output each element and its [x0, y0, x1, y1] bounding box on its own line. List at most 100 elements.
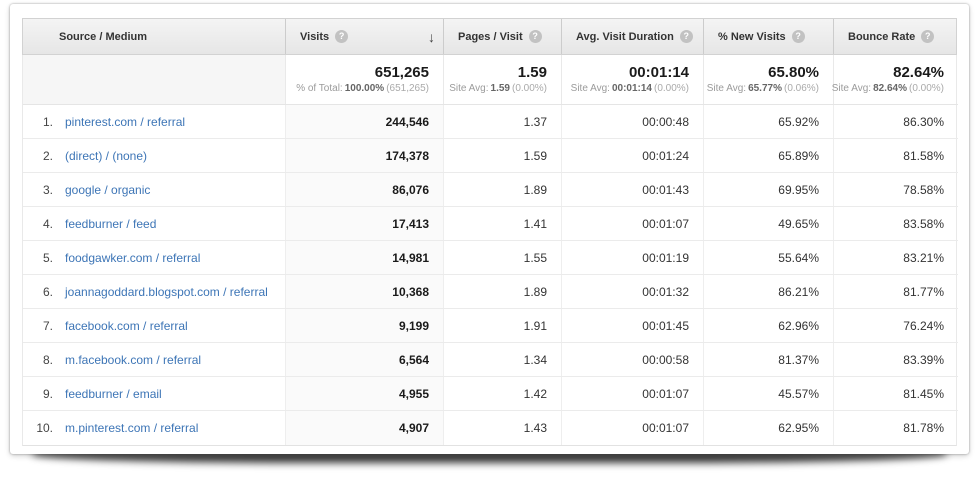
- help-icon[interactable]: ?: [921, 30, 935, 43]
- source-medium-link[interactable]: pinterest.com / referral: [65, 114, 186, 129]
- table-row: 4. feedburner / feed 17,413 1.41 00:01:0…: [23, 207, 958, 241]
- avg-visit-duration-cell: 00:01:07: [561, 411, 703, 445]
- visits-cell: 14,981: [285, 241, 443, 274]
- analytics-card: Source / Medium Visits ? ↓ Pages / Visit…: [10, 4, 969, 454]
- table-row: 5. foodgawker.com / referral 14,981 1.55…: [23, 241, 958, 275]
- row-rank: 4.: [42, 216, 53, 231]
- header-visits[interactable]: Visits ? ↓: [285, 19, 443, 54]
- new-visits-cell: 49.65%: [703, 207, 833, 240]
- help-icon[interactable]: ?: [335, 30, 349, 43]
- bounce-rate-cell: 81.45%: [833, 377, 958, 410]
- source-medium-link[interactable]: joannagoddard.blogspot.com / referral: [65, 284, 268, 299]
- avg-visit-duration-cell: 00:00:48: [561, 105, 703, 138]
- summary-duration-total: 00:01:14: [628, 64, 689, 81]
- table-body: 651,265 % of Total: 100.00% (651,265) 1.59…: [22, 55, 958, 446]
- header-new-visits-label: % New Visits: [718, 30, 786, 43]
- new-visits-cell: 69.95%: [703, 173, 833, 206]
- visits-cell: 6,564: [285, 343, 443, 376]
- summary-new-visits-cell: 65.80% Site Avg: 65.77% (0.06%): [703, 55, 833, 104]
- summary-visits-subtext: % of Total: 100.00% (651,265): [296, 83, 429, 94]
- table-row: 10. m.pinterest.com / referral 4,907 1.4…: [23, 411, 958, 445]
- header-bounce-rate[interactable]: Bounce Rate ?: [833, 19, 958, 54]
- source-medium-link[interactable]: facebook.com / referral: [65, 318, 188, 333]
- row-rank: 6.: [42, 284, 53, 299]
- pages-visit-cell: 1.59: [443, 139, 561, 172]
- summary-bounce-total: 82.64%: [893, 64, 944, 81]
- source-medium-link[interactable]: feedburner / feed: [65, 216, 157, 231]
- source-medium-link[interactable]: m.pinterest.com / referral: [65, 421, 199, 435]
- table-header-row: Source / Medium Visits ? ↓ Pages / Visit…: [22, 18, 957, 55]
- avg-visit-duration-cell: 00:01:45: [561, 309, 703, 342]
- source-medium-link[interactable]: (direct) / (none): [65, 148, 148, 163]
- help-icon[interactable]: ?: [528, 30, 542, 43]
- source-medium-link[interactable]: google / organic: [65, 182, 151, 197]
- table-row: 8. m.facebook.com / referral 6,564 1.34 …: [23, 343, 958, 377]
- summary-row: 651,265 % of Total: 100.00% (651,265) 1.59…: [23, 55, 958, 105]
- source-cell: 2. (direct) / (none): [23, 139, 285, 172]
- visits-cell: 17,413: [285, 207, 443, 240]
- bounce-rate-cell: 83.58%: [833, 207, 958, 240]
- pages-visit-cell: 1.42: [443, 377, 561, 410]
- new-visits-cell: 55.64%: [703, 241, 833, 274]
- new-visits-cell: 81.37%: [703, 343, 833, 376]
- help-icon[interactable]: ?: [791, 30, 805, 43]
- avg-visit-duration-cell: 00:01:32: [561, 275, 703, 308]
- sort-desc-icon[interactable]: ↓: [428, 28, 435, 45]
- summary-visits-total: 651,265: [374, 64, 429, 81]
- avg-visit-duration-cell: 00:01:24: [561, 139, 703, 172]
- summary-duration-cell: 00:01:14 Site Avg: 00:01:14 (0.00%): [561, 55, 703, 104]
- summary-new-visits-total: 65.80%: [768, 64, 819, 81]
- summary-source-cell: [23, 55, 285, 104]
- source-medium-link[interactable]: m.facebook.com / referral: [65, 352, 202, 367]
- row-rank: 1.: [42, 114, 53, 129]
- summary-bounce-subtext: Site Avg: 82.64% (0.00%): [831, 83, 944, 94]
- source-cell: 6. joannagoddard.blogspot.com / referral: [23, 275, 285, 308]
- data-rows: 1. pinterest.com / referral 244,546 1.37…: [23, 105, 958, 445]
- table-row: 9. feedburner / email 4,955 1.42 00:01:0…: [23, 377, 958, 411]
- row-rank: 2.: [42, 148, 53, 163]
- bounce-rate-cell: 76.24%: [833, 309, 958, 342]
- pages-visit-cell: 1.41: [443, 207, 561, 240]
- source-cell: 10. m.pinterest.com / referral: [23, 411, 285, 445]
- avg-visit-duration-cell: 00:01:07: [561, 207, 703, 240]
- header-pages-visit[interactable]: Pages / Visit ?: [443, 19, 561, 54]
- row-rank: 9.: [42, 386, 53, 401]
- visits-cell: 9,199: [285, 309, 443, 342]
- summary-pages-total: 1.59: [517, 64, 547, 81]
- bounce-rate-cell: 83.39%: [833, 343, 958, 376]
- new-visits-cell: 45.57%: [703, 377, 833, 410]
- row-rank: 10.: [36, 421, 53, 435]
- header-new-visits[interactable]: % New Visits ?: [703, 19, 833, 54]
- table-row: 3. google / organic 86,076 1.89 00:01:43…: [23, 173, 958, 207]
- table-row: 2. (direct) / (none) 174,378 1.59 00:01:…: [23, 139, 958, 173]
- summary-pages-subtext: Site Avg: 1.59 (0.00%): [449, 83, 547, 94]
- header-avg-visit-duration[interactable]: Avg. Visit Duration ?: [561, 19, 703, 54]
- header-visits-label: Visits: [300, 30, 330, 43]
- avg-visit-duration-cell: 00:00:58: [561, 343, 703, 376]
- help-icon[interactable]: ?: [679, 30, 693, 43]
- summary-pages-cell: 1.59 Site Avg: 1.59 (0.00%): [443, 55, 561, 104]
- source-medium-link[interactable]: feedburner / email: [65, 386, 162, 401]
- new-visits-cell: 65.92%: [703, 105, 833, 138]
- bounce-rate-cell: 81.78%: [833, 411, 958, 445]
- avg-visit-duration-cell: 00:01:07: [561, 377, 703, 410]
- visits-cell: 174,378: [285, 139, 443, 172]
- source-medium-link[interactable]: foodgawker.com / referral: [65, 250, 201, 265]
- row-rank: 8.: [42, 352, 53, 367]
- table-row: 7. facebook.com / referral 9,199 1.91 00…: [23, 309, 958, 343]
- pages-visit-cell: 1.37: [443, 105, 561, 138]
- source-cell: 7. facebook.com / referral: [23, 309, 285, 342]
- header-source-medium[interactable]: Source / Medium: [23, 19, 285, 54]
- bounce-rate-cell: 86.30%: [833, 105, 958, 138]
- header-pages-visit-label: Pages / Visit: [458, 30, 523, 43]
- new-visits-cell: 62.95%: [703, 411, 833, 445]
- summary-visits-cell: 651,265 % of Total: 100.00% (651,265): [285, 55, 443, 104]
- row-rank: 7.: [42, 318, 53, 333]
- header-source-medium-label: Source / Medium: [59, 30, 148, 43]
- bounce-rate-cell: 81.58%: [833, 139, 958, 172]
- avg-visit-duration-cell: 00:01:43: [561, 173, 703, 206]
- visits-cell: 4,907: [285, 411, 443, 445]
- summary-bounce-cell: 82.64% Site Avg: 82.64% (0.00%): [831, 55, 958, 104]
- pages-visit-cell: 1.43: [443, 411, 561, 445]
